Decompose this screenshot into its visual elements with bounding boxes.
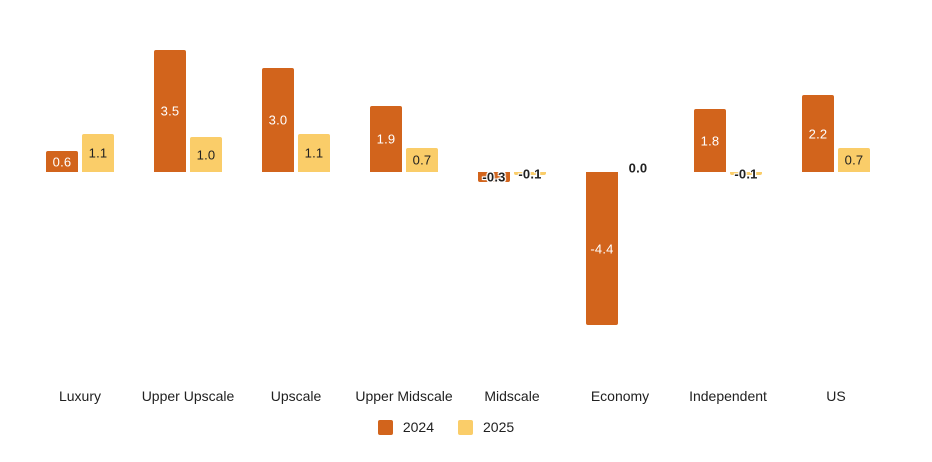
legend: 2024 2025 [0, 419, 912, 435]
legend-item-2025[interactable]: 2025 [458, 419, 514, 435]
value-label-2024-upscale: 3.0 [268, 112, 288, 128]
legend-swatch-2024 [377, 419, 393, 435]
x-label-upper-upscale: Upper Upscale [141, 388, 235, 404]
value-label-2024-midscale: -0.3 [482, 169, 506, 185]
bar-2025-midscale[interactable] [514, 172, 546, 175]
value-label-2025-independent: -0.1 [734, 166, 758, 181]
value-label-2025-upscale: 1.1 [304, 145, 324, 161]
bar-2025-upper-upscale[interactable] [190, 137, 222, 172]
bar-2025-upscale[interactable] [298, 134, 330, 172]
value-label-2024-luxury: 0.6 [52, 154, 72, 169]
bar-2025-luxury[interactable] [82, 134, 114, 172]
bar-2024-midscale[interactable] [478, 172, 510, 182]
bar-2024-independent[interactable] [694, 109, 726, 172]
value-label-2024-us: 2.2 [808, 126, 828, 141]
x-axis-labels: Luxury Upper Upscale Upscale Upper Midscale… [0, 388, 932, 406]
bar-2025-us[interactable] [838, 148, 870, 172]
value-label-2024-independent: 1.8 [700, 133, 720, 148]
bar-2024-us[interactable] [802, 95, 834, 172]
x-label-upper-midscale: Upper Midscale [355, 388, 453, 404]
value-label-2025-upper-midscale: 0.7 [412, 152, 432, 168]
x-label-midscale: Midscale [484, 388, 540, 404]
value-label-2024-upper-upscale: 3.5 [160, 103, 180, 119]
bar-2024-upscale[interactable] [262, 68, 294, 172]
value-label-2024-upper-midscale: 1.9 [376, 131, 396, 147]
x-label-us: US [826, 388, 846, 404]
bar-2024-luxury[interactable] [46, 151, 78, 172]
value-label-2025-us: 0.7 [844, 152, 864, 168]
x-label-independent: Independent [689, 388, 767, 404]
legend-label-2024: 2024 [402, 419, 434, 435]
bar-2025-independent[interactable] [730, 172, 762, 175]
bar-2025-upper-midscale[interactable] [406, 148, 438, 172]
legend-item-2024[interactable]: 2024 [377, 419, 434, 435]
bar-2024-upper-midscale[interactable] [370, 106, 402, 172]
x-label-upscale: Upscale [270, 388, 322, 404]
value-label-2024-economy: -4.4 [590, 241, 614, 256]
value-label-2025-luxury: 1.1 [88, 145, 108, 161]
legend-swatch-2025 [458, 419, 473, 435]
x-label-economy: Economy [590, 388, 650, 404]
legend-label-2025: 2025 [483, 419, 515, 435]
bar-2024-upper-upscale[interactable] [154, 50, 186, 172]
bar-2024-economy[interactable] [586, 172, 618, 325]
x-label-luxury: Luxury [58, 388, 102, 404]
value-label-2025-upper-upscale: 1.0 [196, 147, 216, 162]
value-label-2025-midscale: -0.1 [518, 166, 542, 181]
value-label-2025-economy: 0.0 [628, 160, 648, 176]
